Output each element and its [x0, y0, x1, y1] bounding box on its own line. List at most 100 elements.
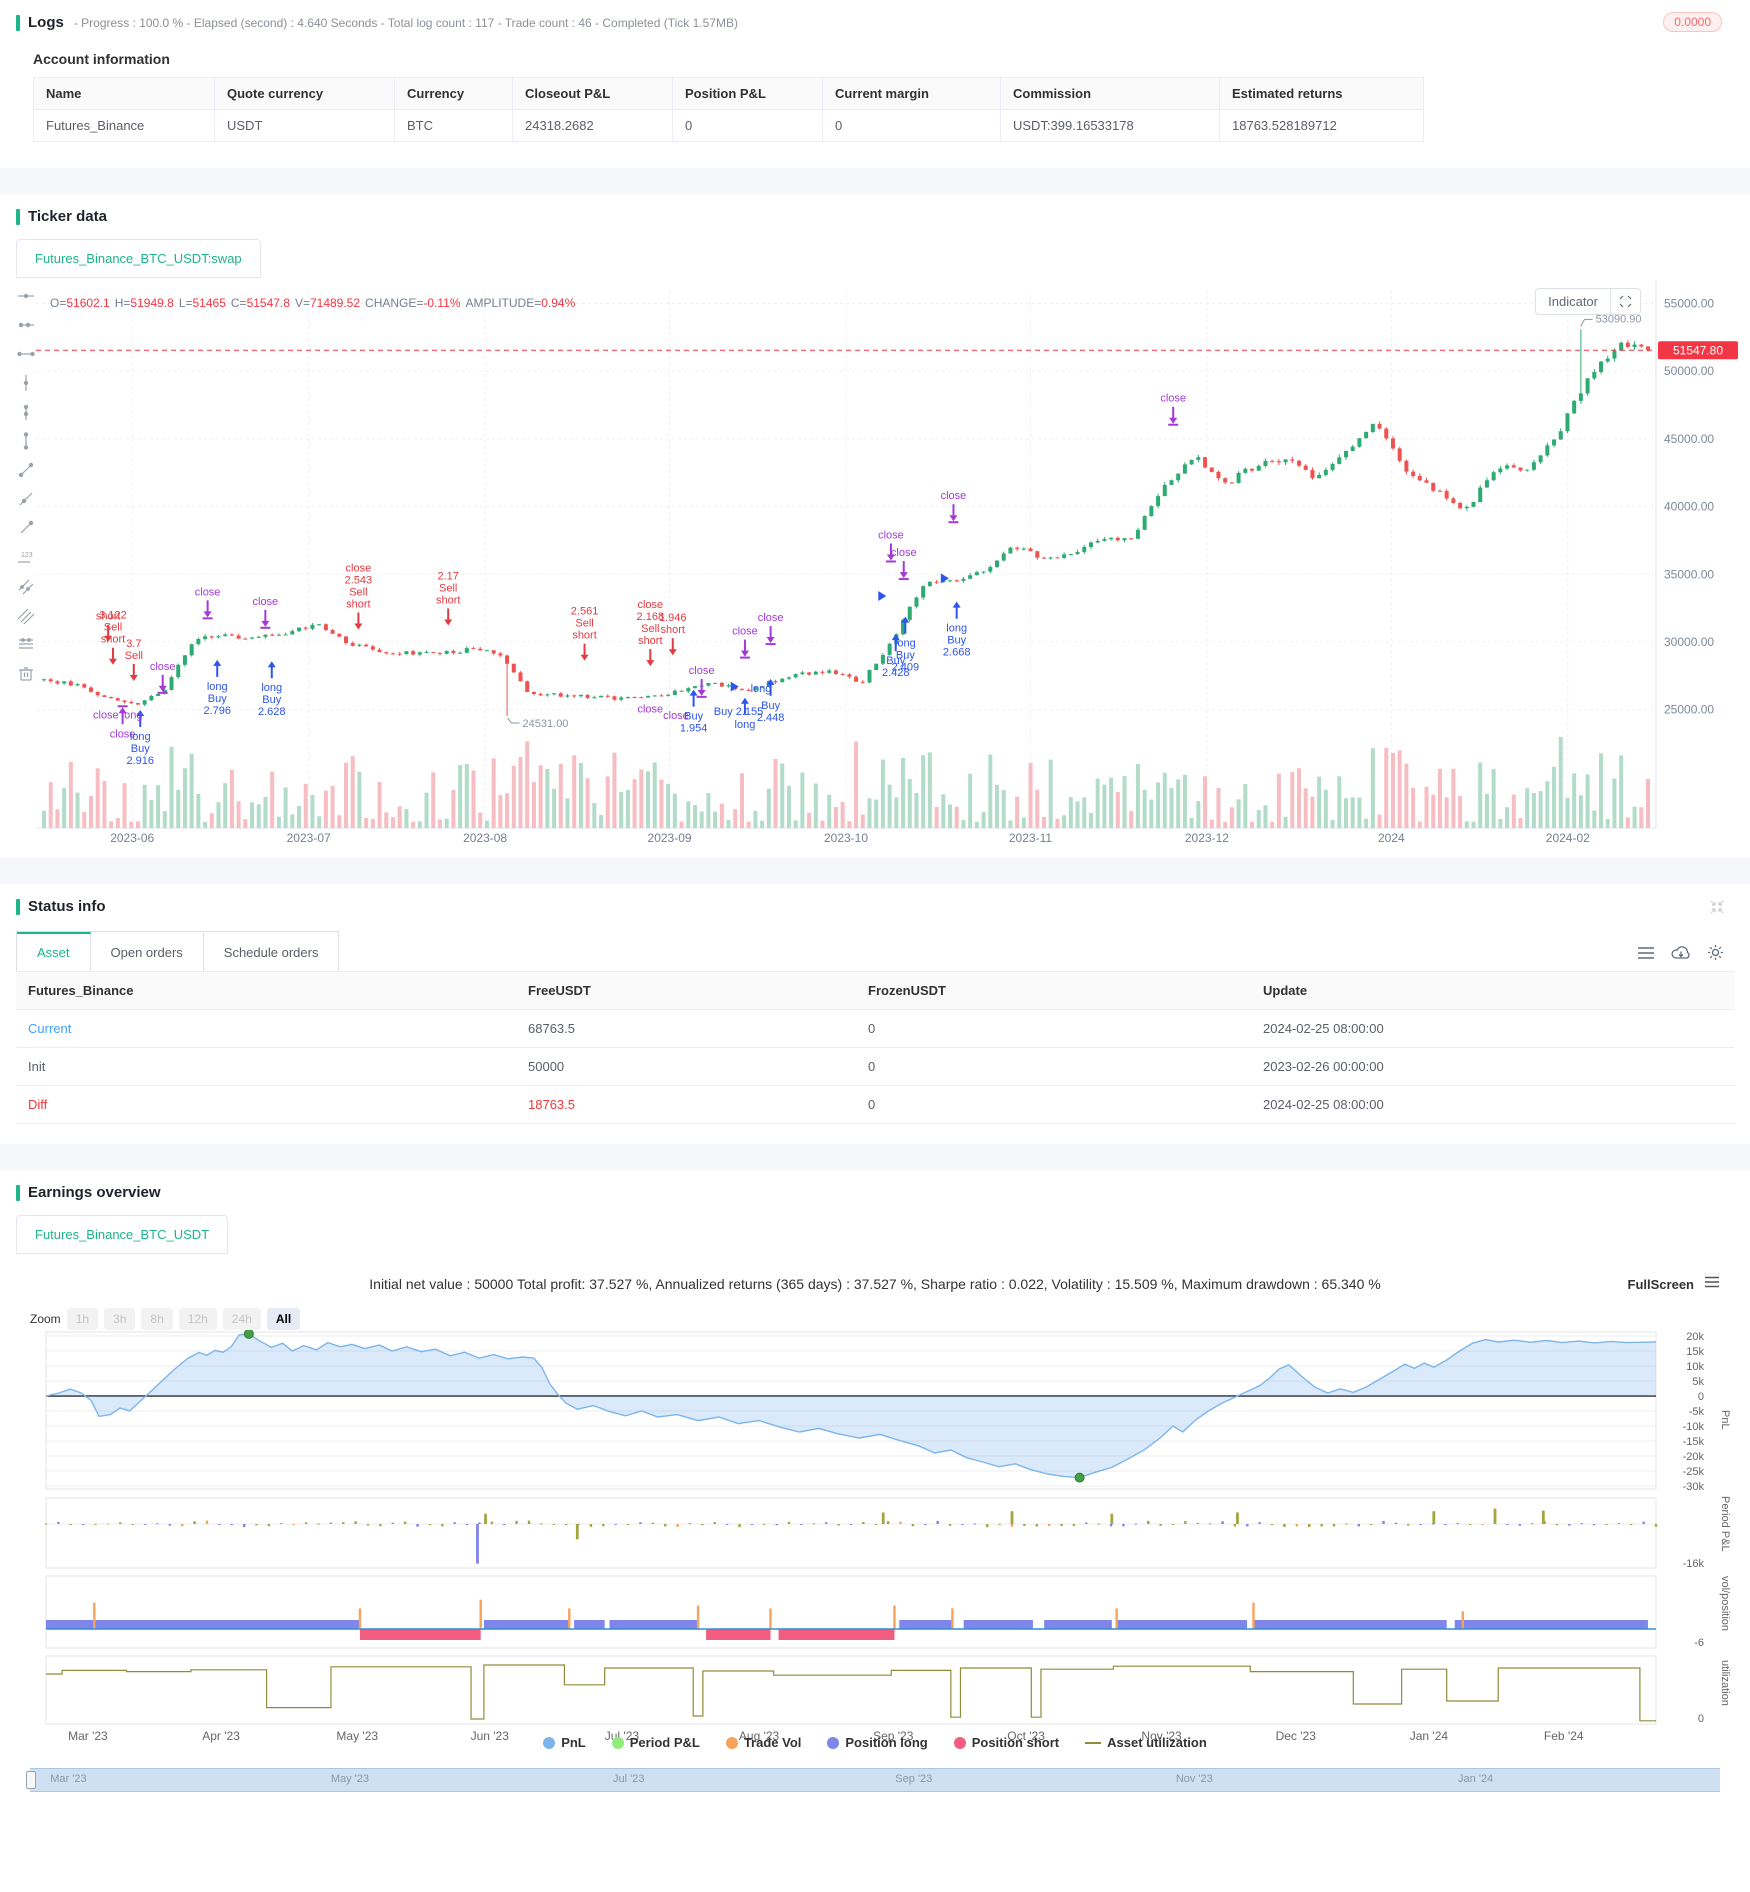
- segment-icon[interactable]: [16, 518, 36, 538]
- zoom-controls: Zoom 1h 3h 8h 12h 24h All: [30, 1308, 1734, 1330]
- svg-text:close: close: [195, 586, 221, 598]
- trash-icon[interactable]: [16, 663, 36, 683]
- status-badge: 0.0000: [1663, 12, 1722, 32]
- svg-text:short: short: [572, 630, 596, 642]
- ticker-data-section: Ticker data Futures_Binance_BTC_USDT:swa…: [0, 194, 1750, 850]
- parallel-lines-icon[interactable]: [16, 576, 36, 596]
- tab-schedule-orders[interactable]: Schedule orders: [223, 945, 319, 960]
- legend-label: PnL: [561, 1735, 586, 1750]
- chart-menu-icon[interactable]: [1704, 1275, 1720, 1293]
- pnl-extreme-dot: [1074, 1472, 1085, 1483]
- ticker-symbol-tab[interactable]: Futures_Binance_BTC_USDT:swap: [16, 239, 261, 278]
- status-cell: 68763.5: [516, 1009, 856, 1048]
- svg-text:long: long: [895, 638, 916, 650]
- gear-icon[interactable]: [1707, 944, 1724, 966]
- logs-summary: - Progress : 100.0 % - Elapsed (second) …: [73, 15, 738, 30]
- zoom-button-1h[interactable]: 1h: [66, 1308, 99, 1330]
- status-cell: 2023-02-26 00:00:00: [1251, 1047, 1734, 1086]
- account-cell: Futures_Binance: [33, 109, 215, 142]
- ray-line-icon[interactable]: [16, 489, 36, 509]
- earnings-time-tick: Aug '23: [739, 1729, 780, 1743]
- svg-text:long: long: [946, 623, 967, 635]
- svg-text:2.796: 2.796: [203, 705, 231, 717]
- trend-line-icon[interactable]: [16, 460, 36, 480]
- legend-item-position-short[interactable]: Position short: [953, 1735, 1059, 1750]
- earnings-chart[interactable]: 20k 15k 10k 5k 0 -5k -10k -15k -20k -25k -30k PnL -1…: [16, 1328, 1732, 1744]
- trade-marker: close: [878, 529, 904, 563]
- drawing-toolbar: 123: [16, 280, 36, 850]
- cloud-download-icon[interactable]: [1671, 945, 1691, 966]
- expand-chart-icon[interactable]: [1611, 289, 1640, 314]
- svg-text:2.168: 2.168: [637, 611, 665, 623]
- trade-vol-spike: [951, 1608, 954, 1629]
- svg-text:2.428: 2.428: [882, 667, 910, 679]
- svg-text:Buy: Buy: [947, 635, 966, 647]
- ruler-lines-icon[interactable]: [16, 634, 36, 654]
- trade-marker: close: [195, 586, 221, 620]
- svg-text:Buy: Buy: [886, 655, 905, 667]
- horizontal-segment-icon[interactable]: [16, 344, 36, 364]
- price-note-icon[interactable]: 123: [16, 547, 36, 567]
- account-table: Name Quote currency Currency Closeout P&L Po…: [33, 77, 1424, 142]
- vertical-ray-icon[interactable]: [16, 402, 36, 422]
- price-axis-tick: 30000.00: [1664, 635, 1714, 649]
- candlestick-chart[interactable]: 55000.00 50000.00 45000.00 40000.00 35000.00…: [36, 280, 1741, 845]
- pnl-axis-title: PnL: [1719, 1410, 1731, 1430]
- legend-item-pnl[interactable]: PnL: [543, 1735, 586, 1750]
- svg-text:close: close: [1160, 393, 1186, 405]
- account-column-header: Name: [33, 77, 215, 110]
- fullscreen-button[interactable]: FullScreen: [1627, 1276, 1694, 1292]
- legend-item-asset-utilization[interactable]: Asset utilization: [1085, 1735, 1207, 1750]
- list-menu-icon[interactable]: [1637, 946, 1655, 965]
- earnings-symbol-tab[interactable]: Futures_Binance_BTC_USDT: [16, 1215, 229, 1254]
- time-axis-tick: 2023-07: [287, 831, 331, 845]
- status-row-label[interactable]: Current: [16, 1009, 516, 1048]
- tab-open-orders[interactable]: Open orders: [91, 932, 204, 971]
- trade-marker: close: [663, 710, 689, 722]
- navigator-handle[interactable]: [26, 1771, 36, 1789]
- svg-text:close: close: [110, 728, 136, 740]
- status-cell: 0: [856, 1047, 1251, 1086]
- legend-item-period-p-l[interactable]: Period P&L: [611, 1735, 700, 1750]
- vertical-line-icon[interactable]: [16, 373, 36, 393]
- earnings-stats-line: Initial net value : 50000 Total profit: …: [369, 1276, 1381, 1292]
- account-cell: USDT:399.16533178: [1000, 109, 1220, 142]
- navigator-label: Jul '23: [613, 1773, 645, 1785]
- price-axis-tick: 50000.00: [1664, 364, 1714, 378]
- collapse-icon[interactable]: [1710, 900, 1724, 919]
- zoom-button-3h[interactable]: 3h: [104, 1308, 136, 1330]
- legend-item-trade-vol[interactable]: Trade Vol: [725, 1735, 801, 1750]
- candlestick-chart-area[interactable]: O=51602.1 H=51949.8 L=51465 C=51547.8 V=7148…: [36, 280, 1741, 850]
- tab-asset[interactable]: Asset: [17, 932, 91, 971]
- ohlc-value: 71489.52: [309, 296, 361, 310]
- horizontal-ray-icon[interactable]: [16, 315, 36, 335]
- time-axis-tick: 2024-02: [1546, 831, 1590, 845]
- svg-text:short: short: [436, 594, 460, 606]
- zoom-button-12h[interactable]: 12h: [178, 1308, 217, 1330]
- price-channel-icon[interactable]: [16, 605, 36, 625]
- svg-text:Buy: Buy: [131, 743, 150, 755]
- indicator-button[interactable]: Indicator: [1536, 289, 1611, 314]
- svg-text:long: long: [130, 731, 151, 743]
- position-long-bar: [483, 1620, 570, 1629]
- zoom-button-all[interactable]: All: [266, 1308, 301, 1330]
- legend-label: Period P&L: [629, 1735, 700, 1750]
- low-price-annotation: 24531.00: [523, 718, 569, 730]
- zoom-button-8h[interactable]: 8h: [141, 1308, 173, 1330]
- zoom-button-24h[interactable]: 24h: [222, 1308, 261, 1330]
- earnings-time-tick: Jan '24: [1410, 1729, 1449, 1743]
- vertical-segment-icon[interactable]: [16, 431, 36, 451]
- trade-vol-spike: [479, 1599, 482, 1629]
- svg-text:short: short: [638, 635, 662, 647]
- svg-text:long: long: [207, 681, 228, 693]
- horizontal-line-icon[interactable]: [16, 286, 36, 306]
- position-long-bar: [899, 1620, 953, 1629]
- pnl-axis-tick: -5k: [1689, 1406, 1705, 1418]
- account-column-header: Closeout P&L: [512, 77, 673, 110]
- ticker-data-title: Ticker data: [28, 208, 107, 225]
- range-navigator[interactable]: Mar '23 May '23 Jul '23 Sep '23 Nov '23 Jan '…: [26, 1768, 1720, 1792]
- legend-item-position-long[interactable]: Position long: [827, 1735, 928, 1750]
